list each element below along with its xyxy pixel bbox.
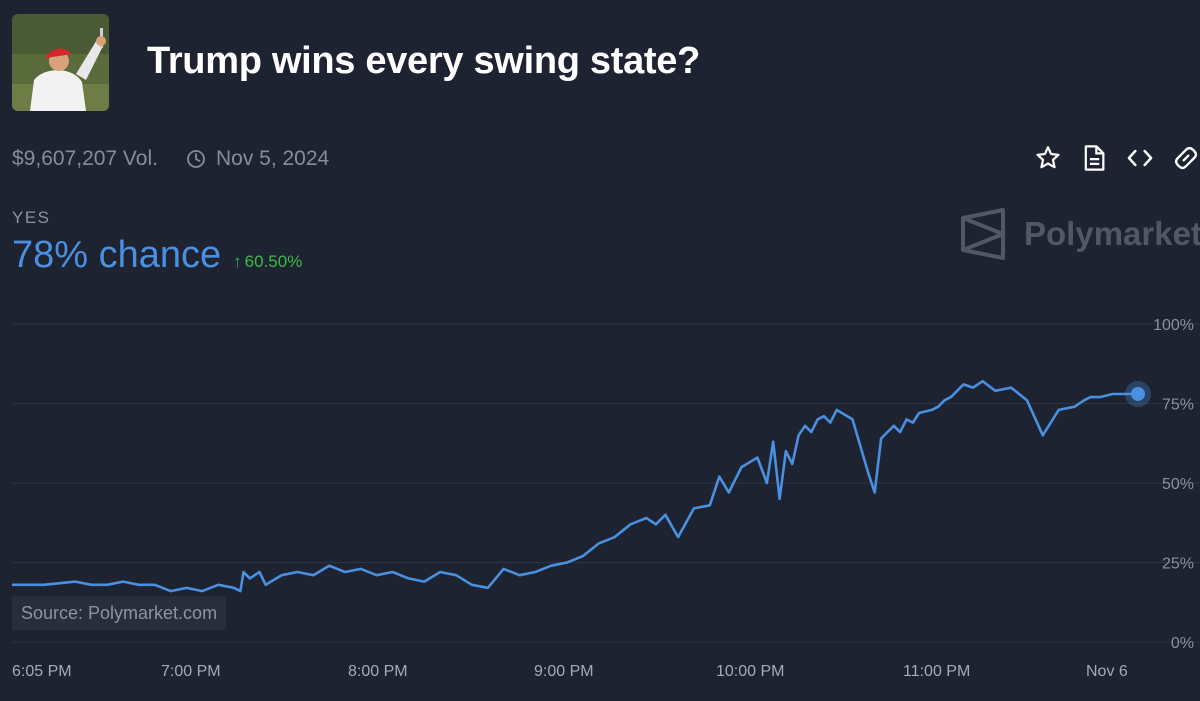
yes-price-line <box>12 379 1138 593</box>
x-axis: 6:05 PM 7:00 PM 8:00 PM 9:00 PM 10:00 PM 11:0… <box>12 663 1128 680</box>
current-point-marker <box>1131 386 1145 401</box>
market-meta: $9,607,207 Vol. Nov 5, 2024 <box>12 146 329 172</box>
end-date-text: Nov 5, 2024 <box>215 147 330 170</box>
chart-grid <box>12 323 1200 643</box>
polymarket-logo-icon <box>961 208 1005 260</box>
star-icon[interactable] <box>1034 144 1062 172</box>
arrow-up-icon: ↑ <box>233 252 242 271</box>
outcome-label: YES <box>12 208 51 227</box>
clock-icon <box>186 149 206 169</box>
embed-code-icon[interactable] <box>1126 144 1154 172</box>
brand-name: Polymarket <box>1024 215 1200 252</box>
y-axis: 100% 75% 50% 25% 0% <box>1153 317 1194 652</box>
x-tick-label: Nov 6 <box>1086 663 1128 680</box>
action-bar <box>1020 140 1200 176</box>
market-title: Trump wins every swing state? <box>147 40 701 82</box>
x-tick-label: 11:00 PM <box>903 663 970 680</box>
change-indicator: ↑ 60.50% <box>233 252 302 272</box>
y-tick-label: 50% <box>1162 476 1194 493</box>
volume-text: $9,607,207 Vol. <box>12 147 158 170</box>
y-tick-label: 100% <box>1153 317 1194 334</box>
y-tick-label: 25% <box>1162 556 1194 573</box>
polymarket-logo: Polymarket <box>960 206 1200 262</box>
source-label: Source: Polymarket.com <box>12 596 227 630</box>
x-tick-label: 9:00 PM <box>534 663 594 680</box>
chance-value: 78% chance <box>12 234 222 276</box>
chart-series <box>12 379 1151 593</box>
change-value: 60.50% <box>244 252 303 271</box>
price-chart[interactable]: 100% 75% 50% 25% 0% 6:05 PM 7:00 PM 8:00 PM 9:0… <box>0 300 1200 701</box>
x-tick-label: 8:00 PM <box>348 663 408 680</box>
chance-row: 78% chance ↑ 60.50% <box>12 234 302 277</box>
x-tick-label: 10:00 PM <box>716 663 784 680</box>
y-tick-label: 0% <box>1171 635 1194 652</box>
link-icon[interactable] <box>1172 144 1200 172</box>
x-tick-label: 7:00 PM <box>161 663 221 680</box>
golfer-photo <box>12 14 109 111</box>
y-tick-label: 75% <box>1162 397 1194 414</box>
market-avatar <box>12 14 109 111</box>
document-icon[interactable] <box>1080 144 1108 172</box>
x-tick-label: 6:05 PM <box>12 663 72 680</box>
